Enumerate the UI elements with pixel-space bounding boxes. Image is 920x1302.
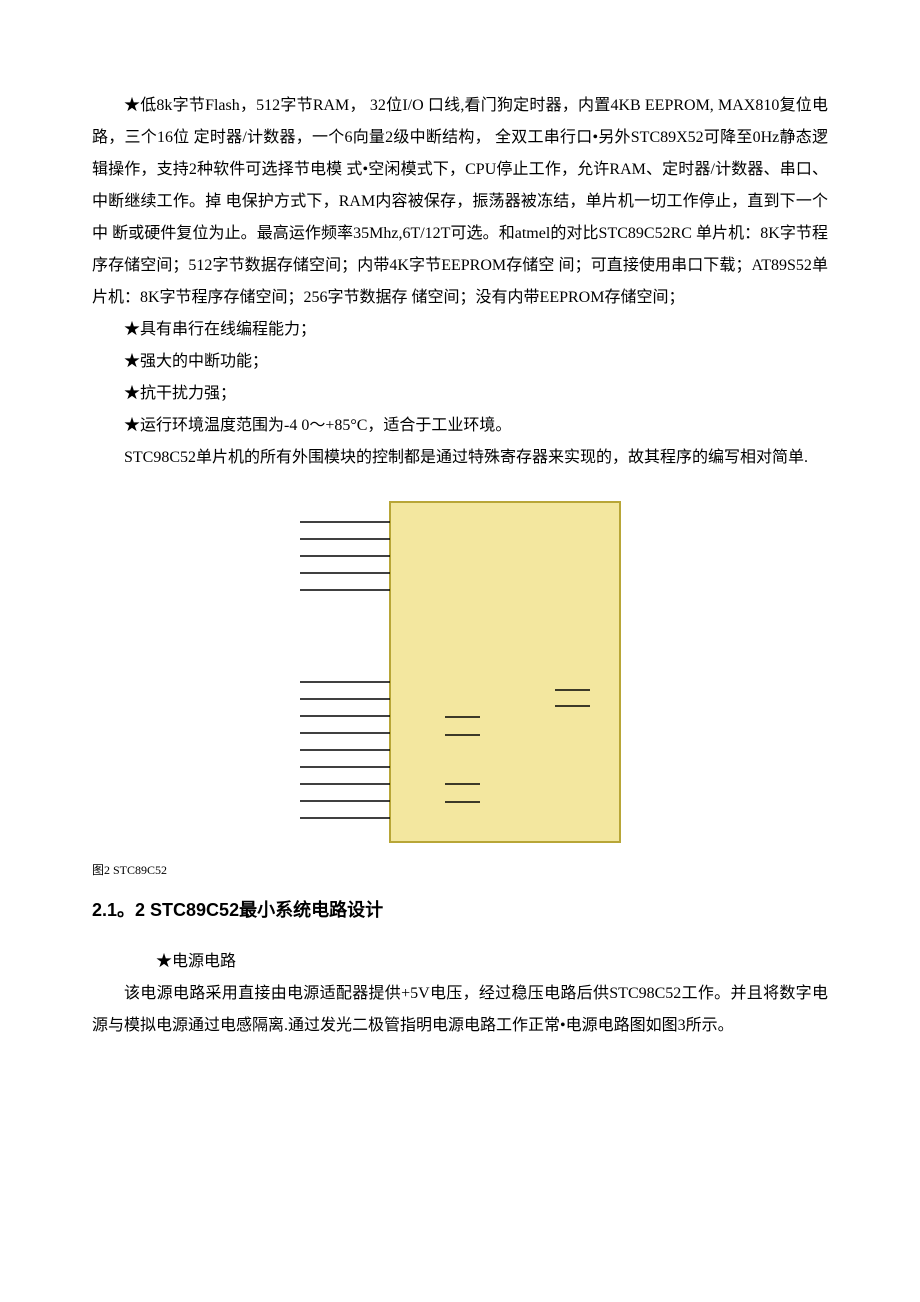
- paragraph-2: STC98C52单片机的所有外围模块的控制都是通过特殊寄存器来实现的，故其程序的…: [92, 442, 828, 474]
- bullet-antijam: ★抗干扰力强；: [92, 378, 828, 410]
- chip-diagram: [280, 492, 640, 852]
- section-heading: 2.1。2 STC89C52最小系统电路设计: [92, 892, 828, 928]
- figure-caption: 图2 STC89C52: [92, 858, 828, 882]
- bullet-serial-prog: ★具有串行在线编程能力；: [92, 314, 828, 346]
- bullet-temp-range: ★运行环境温度范围为-4 0〜+85°C，适合于工业环境。: [92, 410, 828, 442]
- chip-figure: [92, 492, 828, 852]
- bullet-power-circuit: ★电源电路: [92, 946, 828, 978]
- bullet-interrupt: ★强大的中断功能；: [92, 346, 828, 378]
- paragraph-1: ★低8k字节Flash，512字节RAM， 32位I/O 口线,看门狗定时器，内…: [92, 90, 828, 314]
- paragraph-3: 该电源电路采用直接由电源适配器提供+5V电压，经过稳压电路后供STC98C52工…: [92, 978, 828, 1042]
